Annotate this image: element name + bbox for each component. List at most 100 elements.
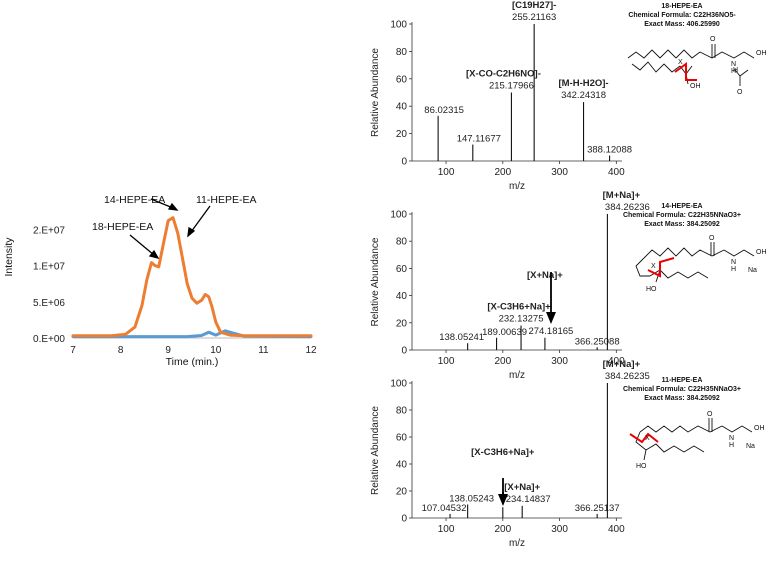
atom-oh-18: OH [756,50,766,57]
spectrum-x-tick: 200 [494,524,511,535]
structure-mass-11: Exact Mass: 384.25092 [644,395,720,402]
atom-x-14: X [651,263,656,270]
atom-n-18: N [731,61,736,68]
chromatogram-x-label: Time (min.) [166,356,219,368]
spectrum-x-tick: 100 [438,524,455,535]
annotation-arrows [129,198,211,260]
structure-14-hepe-ea: 14-HEPE-EA Chemical Formula: C22H35NNaO3… [623,203,766,293]
spectrum-peak-label: 366.25137 [575,503,620,514]
chromatogram-x-tick: 10 [210,345,222,356]
atom-o2-18: O [737,89,743,96]
spectrum-x-tick: 300 [551,167,568,178]
spectrum-y-tick: 80 [396,237,408,248]
chromatogram-x-tick: 8 [118,345,124,356]
spectrum-x-tick: 200 [494,356,511,367]
molecule-drawing-14 [635,242,755,283]
atom-h-18: H [731,68,736,75]
chromatogram-y-label: Intensity [3,237,15,277]
atom-o-11: O [707,411,713,418]
chromatogram-y-tick: 0.E+00 [33,334,65,345]
structure-mass-18: Exact Mass: 406.25990 [644,21,720,28]
spectrum-arrow-x-c3h6-na [498,478,508,506]
spectrum-ion-label: [X-C3H6+Na]+ [471,447,535,458]
spectrum-y-tick: 20 [396,318,408,329]
atom-oh2-18: OH [690,83,701,90]
structure-18-hepe-ea: 18-HEPE-EA Chemical Formula: C22H36NO5- … [627,3,766,96]
spectrum-ion-label: [C19H27]- [512,0,556,11]
spectrum-y-tick: 20 [396,129,408,140]
label-18-hepe-ea: 18-HEPE-EA [92,221,153,233]
spectrum-x-tick: 300 [551,524,568,535]
structure-title-11: 11-HEPE-EA [662,377,703,384]
spectrum-peak-label: 147.11677 [457,134,501,145]
structure-title-14: 14-HEPE-EA [661,203,702,210]
spectrum-y-tick: 100 [390,379,407,390]
spectrum-x-tick: 400 [608,524,625,535]
atom-x-18: X [678,59,683,66]
spectrum-x-tick: 200 [494,167,511,178]
spectrum-peak-label: 384.26236 [605,202,650,213]
spectrum-y-tick: 80 [396,47,408,58]
spectrum-peak-label: 232.13275 [499,314,544,325]
spectrum-peak-label: 86.02315 [424,105,464,116]
spectrum-peak-label: 342.24318 [561,90,606,101]
chromatogram-x-tick: 9 [165,345,171,356]
spectrum-y-tick: 100 [390,210,407,221]
spectrum-x-label: m/z [509,370,525,381]
structure-mass-14: Exact Mass: 384.25092 [644,221,720,228]
spectrum-y-label: Relative Abundance [370,48,381,137]
atom-na-14: Na [748,267,757,274]
spectrum-panel-11-hepe-ea: 0 20 40 60 80 100 100 200 300 400 m/z Relative Abun… [370,359,650,549]
atom-na-11: Na [746,443,755,450]
spectrum-y-tick: 0 [401,514,407,525]
spectrum-panel-14-hepe-ea: 0 20 40 60 80 100 100 200 300 400 m/z Relative Abun… [370,190,650,381]
spectrum-ion-label: [X+Na]+ [527,270,563,281]
atom-n-14: N [731,259,736,266]
chromatogram-traces [71,216,313,339]
chromatogram-y-tick: 5.E+06 [33,298,65,309]
chromatogram-trace-orange [71,216,313,338]
atom-ho-11: HO [636,463,647,470]
spectrum-arrow-x-na [546,272,556,324]
atom-oh-11: OH [754,425,765,432]
spectrum-x-tick: 100 [438,167,455,178]
spectrum-y-tick: 60 [396,264,408,275]
atom-oh-14: OH [756,249,766,256]
fragment-cut-14 [647,257,675,278]
spectrum-y-tick: 40 [396,102,408,113]
spectrum-y-tick: 20 [396,487,408,498]
atom-h2-18: H [733,67,738,74]
chromatogram-panel: Intensity Time (min.) 0.E+00 5.E+06 1.E+07… [3,194,317,368]
spectrum-x-tick: 400 [608,167,625,178]
structure-formula-11: Chemical Formula: C22H35NNaO3+ [623,386,741,393]
spectrum-x-tick: 400 [608,356,625,367]
structure-formula-14: Chemical Formula: C22H35NNaO3+ [623,212,741,219]
label-11-hepe-ea: 11-HEPE-EA [196,194,257,206]
spectrum-x-label: m/z [509,538,525,549]
spectrum-y-label: Relative Abundance [370,406,381,495]
chromatogram-y-tick: 1.E+07 [33,262,65,273]
spectrum-x-tick: 100 [438,356,455,367]
spectrum-peak-label: 138.05243 [449,494,494,505]
spectrum-y-tick: 80 [396,406,408,417]
spectrum-ion-label: [X-C3H6+Na]+ [487,302,551,313]
spectrum-peak-label: 388.12088 [587,145,632,156]
spectrum-x-tick: 300 [551,356,568,367]
label-14-hepe-ea: 14-HEPE-EA [104,194,165,206]
atom-o-18: O [710,36,716,43]
spectrum-x-label: m/z [509,181,525,192]
spectrum-y-tick: 0 [401,346,407,357]
atom-n-11: N [729,435,734,442]
atom-o-14: O [709,235,715,242]
molecule-drawing-11 [635,418,753,461]
spectrum-ion-label: [M-H-H2O]- [558,78,608,89]
spectrum-ion-label: [X-CO-C2H6NO]- [466,69,541,80]
spectrum-peak-label: 215.17966 [489,81,534,92]
spectrum-peak-label: 366.25088 [575,336,620,347]
atom-ho-14: HO [646,286,657,293]
spectrum-y-tick: 40 [396,291,408,302]
fragment-cut-18 [674,62,697,81]
atom-h-14: H [731,266,736,273]
spectrum-ion-label: [M+Na]+ [603,190,641,201]
